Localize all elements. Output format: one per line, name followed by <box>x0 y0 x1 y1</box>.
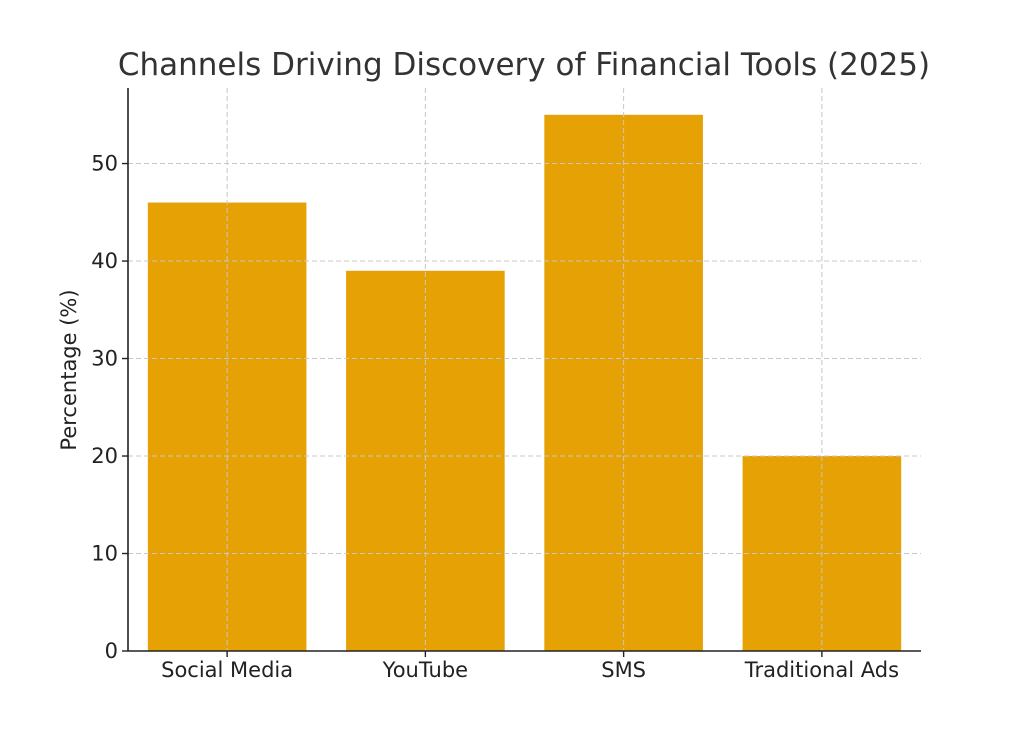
y-tick-label-20: 20 <box>91 444 118 468</box>
x-tick-label-traditional-ads: Traditional Ads <box>744 658 899 682</box>
y-tick-label-40: 40 <box>91 249 118 273</box>
tick-labels: 0 10 20 30 40 50 Social Media YouTube SMS Traditi… <box>91 152 899 682</box>
y-tick-label-50: 50 <box>91 152 118 176</box>
y-tick-label-10: 10 <box>91 542 118 566</box>
bars <box>147 114 902 652</box>
grid <box>128 88 921 651</box>
x-tick-label-youtube: YouTube <box>382 658 468 682</box>
y-axis-label: Percentage (%) <box>57 289 81 450</box>
y-tick-label-30: 30 <box>91 347 118 371</box>
axes <box>122 88 921 657</box>
y-tick-label-0: 0 <box>105 639 118 663</box>
chart-title: Channels Driving Discovery of Financial … <box>118 47 930 83</box>
x-tick-label-sms: SMS <box>601 658 646 682</box>
x-tick-label-social-media: Social Media <box>161 658 293 682</box>
